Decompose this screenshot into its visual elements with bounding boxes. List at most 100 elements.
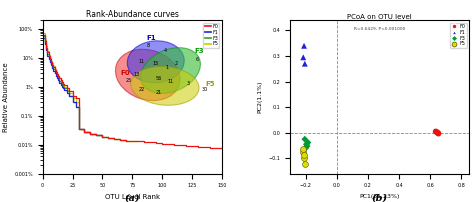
F1 <box>48 64 54 67</box>
F1 <box>42 43 48 45</box>
F5 <box>53 70 59 73</box>
F1 <box>93 134 99 137</box>
F3 <box>66 94 72 97</box>
Line: F3: F3 <box>44 36 126 141</box>
F3 <box>302 143 310 146</box>
F5 <box>58 79 64 81</box>
F5 <box>82 131 87 133</box>
F3 <box>45 53 50 55</box>
F5 <box>52 68 57 70</box>
F0 <box>129 140 135 142</box>
F3 <box>47 59 53 62</box>
F0 <box>48 61 54 64</box>
F5 <box>111 138 117 140</box>
F0 <box>53 71 59 73</box>
F0 <box>88 133 93 135</box>
F0 <box>123 139 129 142</box>
F0 <box>60 82 66 85</box>
Line: F0: F0 <box>44 35 222 148</box>
F3 <box>303 144 311 148</box>
F5 <box>129 140 135 142</box>
F3 <box>59 83 64 86</box>
F3 <box>301 138 309 141</box>
Legend: F0, F1, F3, F5: F0, F1, F3, F5 <box>203 23 219 48</box>
F5 <box>47 57 53 59</box>
F0 <box>56 77 62 79</box>
F5 <box>301 162 309 166</box>
F0 <box>55 75 61 78</box>
F3 <box>73 106 79 108</box>
F3 <box>88 133 93 135</box>
F5 <box>60 83 66 86</box>
F0 <box>93 134 99 137</box>
F5 <box>45 50 50 52</box>
F0 <box>54 73 60 76</box>
F1 <box>73 106 79 108</box>
Y-axis label: Relative Abundance: Relative Abundance <box>3 62 9 132</box>
F5 <box>41 31 47 34</box>
F5 <box>76 128 82 130</box>
F0 <box>58 79 64 81</box>
F3 <box>93 134 99 137</box>
X-axis label: PC1(81.23%): PC1(81.23%) <box>359 194 400 199</box>
F1 <box>44 49 49 52</box>
F0 <box>52 69 57 71</box>
F5 <box>55 75 61 78</box>
F3 <box>46 57 52 59</box>
F3 <box>58 81 64 84</box>
F3 <box>48 63 54 65</box>
F1 <box>56 81 62 84</box>
F3 <box>76 128 82 130</box>
F3 <box>51 68 56 70</box>
F3 <box>55 78 61 80</box>
F5 <box>123 139 129 142</box>
F1 <box>52 72 57 75</box>
F3 <box>64 90 69 93</box>
F1 <box>46 58 52 60</box>
F0 <box>435 132 442 135</box>
F0 <box>44 47 49 49</box>
F1 <box>300 44 308 47</box>
F5 <box>66 92 72 95</box>
F0 <box>434 131 442 134</box>
F1 <box>64 92 69 95</box>
F0 <box>82 131 87 133</box>
F5 <box>56 77 62 79</box>
F1 <box>54 77 60 79</box>
F3 <box>41 35 47 38</box>
F0 <box>432 130 439 133</box>
Title: Rank-Abundance curves: Rank-Abundance curves <box>86 11 179 19</box>
F0 <box>76 128 82 130</box>
Line: F1: F1 <box>44 38 102 137</box>
F0 <box>171 144 177 146</box>
F0 <box>159 142 165 145</box>
F3 <box>61 87 67 89</box>
F3 <box>302 146 310 150</box>
Title: PCoA on OTU level: PCoA on OTU level <box>347 14 412 20</box>
F0 <box>219 147 225 150</box>
F5 <box>70 97 75 100</box>
F5 <box>118 138 123 141</box>
F5 <box>51 65 56 67</box>
Text: (b): (b) <box>372 194 388 202</box>
F1 <box>41 36 47 39</box>
F5 <box>54 73 60 75</box>
F3 <box>304 141 312 144</box>
F1 <box>301 62 309 65</box>
F0 <box>147 141 153 144</box>
F5 <box>300 156 308 159</box>
F5 <box>46 53 52 56</box>
F0 <box>41 34 47 37</box>
F0 <box>195 146 201 148</box>
F5 <box>61 86 67 88</box>
F5 <box>93 134 99 137</box>
F5 <box>106 137 111 139</box>
F0 <box>45 51 50 53</box>
F5 <box>44 45 49 47</box>
F1 <box>82 131 87 133</box>
F3 <box>118 138 123 141</box>
F3 <box>60 86 66 88</box>
F5 <box>136 140 141 143</box>
F0 <box>49 63 55 66</box>
F0 <box>70 94 75 97</box>
